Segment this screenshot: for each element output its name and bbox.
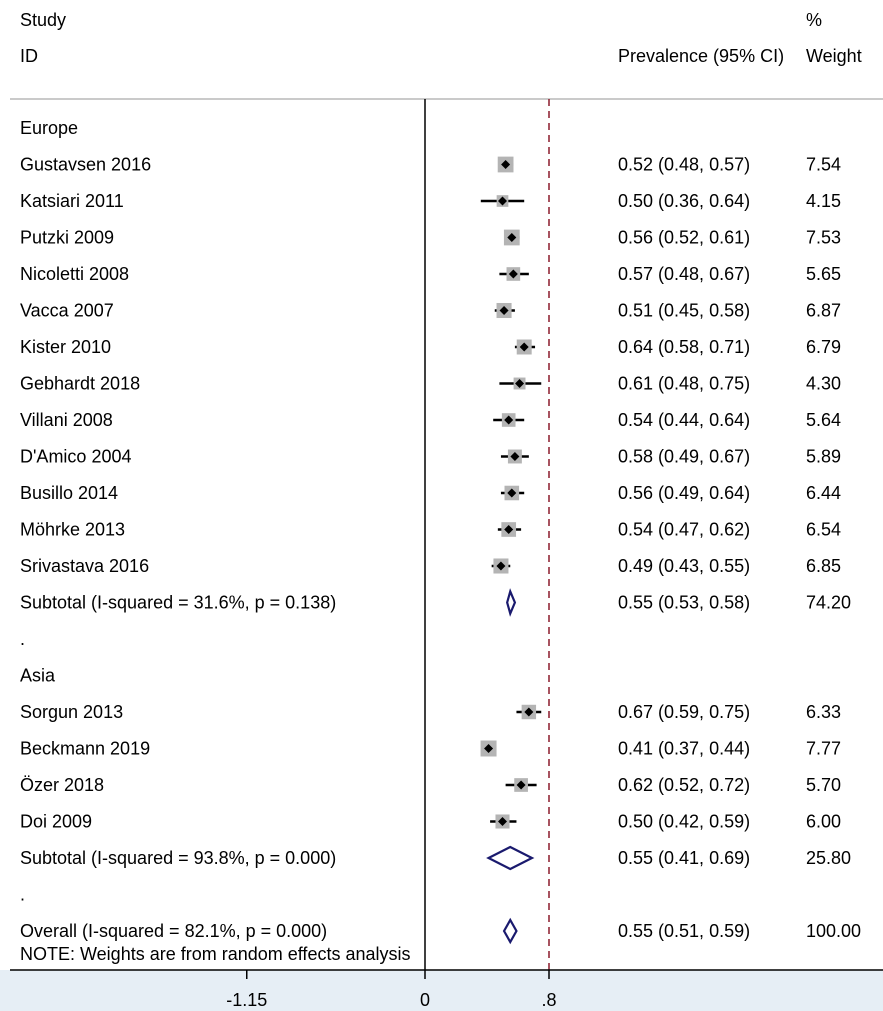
ci-text: 0.49 (0.43, 0.55) (618, 556, 750, 576)
point-estimate-marker (519, 342, 529, 352)
point-estimate-marker (507, 233, 517, 242)
study-label: Srivastava 2016 (20, 556, 149, 576)
study-label: Sorgun 2013 (20, 702, 123, 722)
ci-text: 0.58 (0.49, 0.67) (618, 447, 750, 467)
weight-text: 6.44 (806, 483, 841, 503)
subtotal-label: Subtotal (I-squared = 31.6%, p = 0.138) (20, 593, 336, 613)
ci-text: 0.57 (0.48, 0.67) (618, 264, 750, 284)
group-label: Asia (20, 666, 56, 686)
weight-text: 7.54 (806, 155, 841, 175)
weight-text: 7.77 (806, 739, 841, 759)
point-estimate-marker (499, 306, 509, 315)
pooled-diamond (502, 917, 518, 945)
point-estimate-marker (498, 196, 507, 206)
point-estimate-marker (501, 160, 511, 169)
study-label: Beckmann 2019 (20, 739, 150, 759)
ci-text: 0.55 (0.51, 0.59) (618, 921, 750, 941)
x-tick-label: 0 (420, 990, 430, 1010)
spacer-dot: . (20, 629, 25, 649)
weight-text: 7.53 (806, 228, 841, 248)
weight-text: 74.20 (806, 593, 851, 613)
x-tick-label: -1.15 (226, 990, 267, 1010)
study-label: Villani 2008 (20, 410, 113, 430)
pooled-diamond (486, 845, 535, 871)
weight-text: 5.65 (806, 264, 841, 284)
study-label: Putzki 2009 (20, 228, 114, 248)
header-id: ID (20, 46, 38, 66)
plot-background (0, 0, 883, 970)
subtotal-label: Subtotal (I-squared = 93.8%, p = 0.000) (20, 848, 336, 868)
study-label: Doi 2009 (20, 812, 92, 832)
study-label: Gebhardt 2018 (20, 374, 140, 394)
ci-text: 0.54 (0.47, 0.62) (618, 520, 750, 540)
ci-text: 0.64 (0.58, 0.71) (618, 337, 750, 357)
ci-text: 0.56 (0.49, 0.64) (618, 483, 750, 503)
study-label: Kister 2010 (20, 337, 111, 357)
ci-text: 0.50 (0.42, 0.59) (618, 812, 750, 832)
point-estimate-marker (504, 525, 514, 534)
weight-text: 6.33 (806, 702, 841, 722)
point-estimate-marker (507, 488, 517, 498)
weight-text: 6.85 (806, 556, 841, 576)
ci-text: 0.52 (0.48, 0.57) (618, 155, 750, 175)
ci-text: 0.51 (0.45, 0.58) (618, 301, 750, 321)
study-label: Gustavsen 2016 (20, 155, 151, 175)
study-label: Özer 2018 (20, 775, 104, 795)
note-text: NOTE: Weights are from random effects an… (20, 944, 410, 964)
ci-text: 0.54 (0.44, 0.64) (618, 410, 750, 430)
weight-text: 6.87 (806, 301, 841, 321)
point-estimate-marker (510, 452, 520, 461)
weight-text: 4.30 (806, 374, 841, 394)
point-estimate-marker (484, 744, 494, 753)
weight-text: 5.89 (806, 447, 841, 467)
point-estimate-marker (496, 561, 506, 571)
ci-text: 0.55 (0.41, 0.69) (618, 848, 750, 868)
ci-text: 0.50 (0.36, 0.64) (618, 191, 750, 211)
point-estimate-marker (498, 817, 507, 826)
study-label: D'Amico 2004 (20, 447, 132, 467)
axis-band (0, 970, 883, 1011)
study-label: Katsiari 2011 (20, 191, 124, 211)
study-label: Nicoletti 2008 (20, 264, 129, 284)
header-effect: Prevalence (95% CI) (618, 46, 784, 66)
weight-text: 6.79 (806, 337, 841, 357)
point-estimate-marker (515, 379, 525, 388)
x-axis-ticks: -1.15 0 .8 (226, 970, 557, 1010)
ci-text: 0.61 (0.48, 0.75) (618, 374, 750, 394)
header-study: Study (20, 10, 66, 30)
point-estimate-marker (524, 707, 534, 717)
weight-text: 6.00 (806, 812, 841, 832)
ci-text: 0.55 (0.53, 0.58) (618, 593, 750, 613)
ci-text: 0.67 (0.59, 0.75) (618, 702, 750, 722)
pooled-diamond (506, 588, 517, 617)
group-label: Europe (20, 118, 78, 138)
weight-text: 5.70 (806, 775, 841, 795)
study-label: Vacca 2007 (20, 301, 114, 321)
weight-text: 4.15 (806, 191, 841, 211)
study-label: Busillo 2014 (20, 483, 118, 503)
weight-text: 5.64 (806, 410, 841, 430)
ci-text: 0.56 (0.52, 0.61) (618, 228, 750, 248)
rows-layer: Europe Gustavsen 2016 0.52 (0.48, 0.57) 7.5… (20, 118, 861, 945)
x-tick-label: .8 (541, 990, 556, 1010)
weight-text: 25.80 (806, 848, 851, 868)
ci-text: 0.41 (0.37, 0.44) (618, 739, 750, 759)
weight-text: 100.00 (806, 921, 861, 941)
weight-text: 6.54 (806, 520, 841, 540)
study-label: Möhrke 2013 (20, 520, 125, 540)
header-weight-symbol: % (806, 10, 822, 30)
overall-label: Overall (I-squared = 82.1%, p = 0.000) (20, 921, 327, 941)
point-estimate-marker (504, 415, 514, 425)
spacer-dot: . (20, 885, 25, 905)
ci-text: 0.62 (0.52, 0.72) (618, 775, 750, 795)
header-weight: Weight (806, 46, 862, 66)
point-estimate-marker (516, 780, 526, 790)
point-estimate-marker (508, 269, 518, 279)
